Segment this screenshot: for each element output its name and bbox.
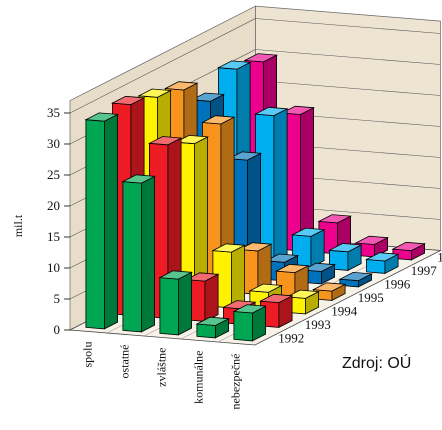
bar-top: [227, 151, 263, 161]
bar-top: [285, 289, 321, 299]
bar-side: [140, 175, 156, 333]
y-tick-label: 20: [47, 198, 60, 213]
bar-1997-1: [253, 106, 289, 266]
bar-front: [159, 277, 179, 336]
bar-top: [174, 134, 210, 145]
bar-top: [200, 115, 236, 125]
bar-top: [211, 243, 247, 253]
bar-top: [84, 112, 120, 122]
bar-top: [364, 252, 400, 262]
bar-1992-3: [195, 316, 231, 339]
bar-top: [121, 174, 157, 184]
category-label: spolu: [81, 342, 95, 368]
y-tick-label: 30: [47, 136, 60, 151]
series-label: 1992: [278, 330, 304, 345]
chart-bars: [84, 53, 427, 342]
bar-top: [237, 242, 273, 252]
bar-1997-4: [364, 252, 400, 275]
bar-top: [248, 283, 284, 293]
bar-top: [258, 293, 294, 304]
bar-front: [122, 181, 142, 333]
bar-side: [104, 113, 118, 330]
bar-top: [327, 243, 363, 253]
category-label: komunálne: [192, 351, 206, 404]
bar-side: [177, 271, 193, 336]
bar-top: [158, 270, 194, 280]
category-label: zvláštne: [155, 348, 169, 387]
y-tick-label: 25: [47, 167, 60, 182]
series-label: 1993: [305, 317, 331, 332]
bar-top: [137, 88, 173, 98]
series-label: 1997: [411, 263, 438, 278]
y-axis-tick-labels: 0 5 10 15 20 25 30 35: [47, 105, 60, 337]
y-tick-label: 10: [47, 260, 60, 275]
bar-top: [195, 316, 231, 326]
category-label: ostatné: [118, 345, 132, 379]
source-note: Zdroj: OÚ: [342, 353, 411, 372]
category-label: nebezpečné: [229, 354, 243, 410]
y-axis-ticks: [64, 112, 70, 331]
bar-top: [243, 53, 279, 63]
bar-top: [216, 60, 252, 70]
bar-front: [85, 119, 105, 330]
series-label: 1996: [384, 276, 411, 291]
bar-1992-0: [84, 112, 120, 330]
bar-top: [391, 241, 427, 252]
bar-front: [233, 311, 253, 342]
y-tick-label: 15: [47, 229, 60, 244]
bar-front: [196, 323, 216, 339]
series-label: 1994: [331, 303, 358, 318]
bar-top: [354, 235, 390, 245]
y-tick-label: 5: [54, 291, 61, 306]
series-year-labels: 1992199319941995199619971998: [278, 249, 442, 345]
bar-top: [147, 136, 183, 146]
bar-top: [311, 282, 347, 292]
bar-1992-4: [232, 304, 268, 342]
bar-side: [273, 108, 288, 266]
bar-1995-3: [274, 263, 310, 299]
bar-side: [204, 273, 219, 323]
series-label: 1995: [358, 290, 384, 305]
category-labels: spolu ostatné zvláštne komunálne nebezpečné: [81, 342, 243, 410]
bar-top: [232, 304, 268, 314]
bar-1992-2: [158, 270, 194, 336]
bar-top: [190, 92, 226, 102]
bar-side: [230, 244, 246, 309]
bar-top: [253, 106, 289, 117]
wall-gridline: [69, 18, 441, 114]
bar-1992-1: [121, 174, 157, 333]
bar-top: [280, 105, 316, 115]
bar-top: [317, 214, 353, 224]
bar-top: [163, 81, 199, 91]
y-axis-title: mil.t: [11, 214, 25, 237]
bar-top: [290, 227, 326, 237]
bar-front: [365, 259, 386, 274]
bar-1995-4: [311, 282, 347, 302]
bar-top: [274, 263, 310, 274]
bar-top: [221, 300, 257, 310]
series-label: 1998: [437, 249, 442, 264]
bar-top: [110, 95, 146, 106]
bar-top: [264, 253, 300, 263]
bar-top: [301, 262, 337, 272]
y-tick-label: 35: [47, 105, 60, 120]
bar-top: [338, 271, 374, 282]
y-tick-label: 0: [54, 322, 61, 337]
bar-top: [184, 272, 220, 282]
